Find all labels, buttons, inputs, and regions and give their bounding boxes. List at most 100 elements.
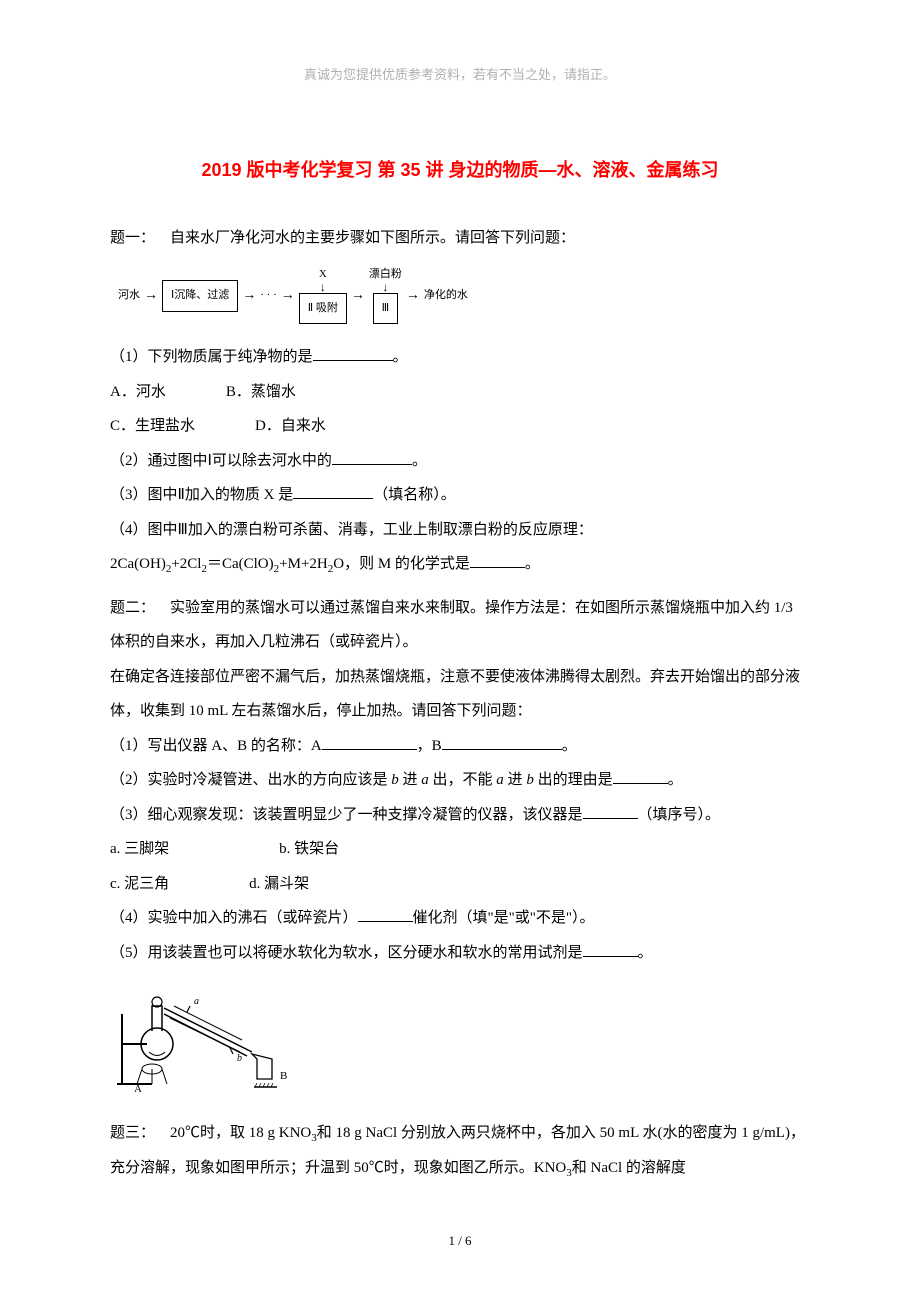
option-b: b. 铁架台 <box>279 832 339 867</box>
q1-p2-text: （2）通过图中Ⅰ可以除去河水中的 <box>110 453 332 469</box>
q2-p2d: 进 <box>504 772 527 788</box>
q2-p2c: 出，不能 <box>429 772 497 788</box>
q2-intro1: 实验室用的蒸馏水可以通过蒸馏自来水来制取。操作方法是：在如图所示蒸馏烧瓶中加入约… <box>110 600 793 651</box>
arrow-icon: → <box>242 280 256 312</box>
q1-label: 题一： <box>110 230 155 246</box>
label-A: A <box>134 1083 142 1094</box>
q2-p4b: 催化剂（填"是"或"不是"）。 <box>413 910 595 926</box>
q2-p1a: （1）写出仪器 A、B 的名称：A <box>110 738 322 754</box>
q2-p1: （1）写出仪器 A、B 的名称：A ，B 。 <box>110 729 810 764</box>
option-d: d. 漏斗架 <box>249 867 309 902</box>
q2-p3: （3）细心观察发现：该装置明显少了一种支撑冷凝管的仪器，该仪器是 （填序号）。 <box>110 798 810 833</box>
arrow-icon: → <box>281 280 295 312</box>
option-a: A．河水 <box>110 375 166 410</box>
q2-p1-end: 。 <box>562 738 577 754</box>
italic-b: b <box>391 772 399 788</box>
eq-part: O，则 M 的化学式是 <box>333 556 470 572</box>
q3-text1: 20℃时，取 18 g KNO <box>170 1125 311 1141</box>
arrow-icon: → <box>144 280 158 312</box>
q3-label: 题三： <box>110 1125 155 1141</box>
flow-end: 净化的水 <box>424 283 468 308</box>
page-number: 1 / 6 <box>110 1226 810 1256</box>
flow-dots: · · · <box>260 283 277 308</box>
q2-options-row2: c. 泥三角 d. 漏斗架 <box>110 867 810 902</box>
q2-p4a: （4）实验中加入的沸石（或碎瓷片） <box>110 910 358 926</box>
blank-field <box>293 484 373 499</box>
blank-field <box>332 450 412 465</box>
eq-part: ＝Ca(ClO) <box>207 556 274 572</box>
option-a: a. 三脚架 <box>110 832 169 867</box>
flow-x-label: X <box>319 268 327 281</box>
arrow-icon: → <box>351 280 365 312</box>
q1-p4: （4）图中Ⅲ加入的漂白粉可杀菌、消毒，工业上制取漂白粉的反应原理： <box>110 513 810 548</box>
q1-p1-end: 。 <box>393 349 408 365</box>
q1-p4-end: 。 <box>525 556 540 572</box>
label-b-small: b <box>237 1053 242 1064</box>
q2-p4: （4）实验中加入的沸石（或碎瓷片） 催化剂（填"是"或"不是"）。 <box>110 901 810 936</box>
flow-bleach-group: 漂白粉 ↓ Ⅲ <box>369 268 402 324</box>
label-B: B <box>280 1070 287 1082</box>
question-3: 题三： 20℃时，取 18 g KNO3和 18 g NaCl 分别放入两只烧杯… <box>110 1116 810 1187</box>
option-b: B．蒸馏水 <box>226 375 296 410</box>
q2-options-row1: a. 三脚架 b. 铁架台 <box>110 832 810 867</box>
q1-p1-text: （1）下列物质属于纯净物的是 <box>110 349 313 365</box>
q1-intro: 自来水厂净化河水的主要步骤如下图所示。请回答下列问题： <box>170 230 575 246</box>
q2-p5a: （5）用该装置也可以将硬水软化为软水，区分硬水和软水的常用试剂是 <box>110 945 583 961</box>
italic-a: a <box>496 772 504 788</box>
italic-a: a <box>421 772 429 788</box>
q1-p1: （1）下列物质属于纯净物的是 。 <box>110 340 810 375</box>
flow-bleach-label: 漂白粉 <box>369 268 402 281</box>
option-c: C．生理盐水 <box>110 409 195 444</box>
q1-options-row2: C．生理盐水 D．自来水 <box>110 409 810 444</box>
q3-text3: 和 NaCl 的溶解度 <box>572 1160 686 1176</box>
q2-p2a: （2）实验时冷凝管进、出水的方向应该是 <box>110 772 391 788</box>
down-arrow-icon: ↓ <box>320 281 326 293</box>
flow-start: 河水 <box>118 283 140 308</box>
distillation-apparatus-diagram: a b A B <box>112 984 810 1108</box>
eq-part: +M+2H <box>279 556 328 572</box>
q2-p2e: 出的理由是 <box>534 772 613 788</box>
q2-p2b: 进 <box>399 772 422 788</box>
blank-field <box>583 804 638 819</box>
blank-field <box>358 907 413 922</box>
q1-p2: （2）通过图中Ⅰ可以除去河水中的 。 <box>110 444 810 479</box>
q2-intro2: 在确定各连接部位严密不漏气后，加热蒸馏烧瓶，注意不要使液体沸腾得太剧烈。弃去开始… <box>110 660 810 729</box>
header-note: 真诚为您提供优质参考资料，若有不当之处，请指正。 <box>110 60 810 90</box>
flow-box-3: Ⅲ <box>373 293 399 324</box>
arrow-icon: → <box>406 280 420 312</box>
flow-box-1: Ⅰ沉降、过滤 <box>162 280 238 311</box>
option-d: D．自来水 <box>255 409 326 444</box>
q1-options-row1: A．河水 B．蒸馏水 <box>110 375 810 410</box>
italic-b: b <box>526 772 534 788</box>
blank-field <box>313 346 393 361</box>
q2-p1b: ，B <box>417 738 442 754</box>
q1-p2-end: 。 <box>412 453 427 469</box>
question-2: 题二： 实验室用的蒸馏水可以通过蒸馏自来水来制取。操作方法是：在如图所示蒸馏烧瓶… <box>110 591 810 660</box>
flow-diagram: 河水 → Ⅰ沉降、过滤 → · · · → X ↓ Ⅱ 吸附 → 漂白粉 ↓ Ⅲ… <box>118 268 810 324</box>
page-title: 2019 版中考化学复习 第 35 讲 身边的物质—水、溶液、金属练习 <box>110 150 810 191</box>
q2-p5-end: 。 <box>638 945 653 961</box>
question-1: 题一： 自来水厂净化河水的主要步骤如下图所示。请回答下列问题： <box>110 221 810 256</box>
q2-p2-end: 。 <box>668 772 683 788</box>
flow-box-2: Ⅱ 吸附 <box>299 293 347 324</box>
eq-part: +2Cl <box>171 556 201 572</box>
q1-p3a: （3）图中Ⅱ加入的物质 X 是 <box>110 487 293 503</box>
option-c: c. 泥三角 <box>110 867 169 902</box>
q1-p3: （3）图中Ⅱ加入的物质 X 是 （填名称）。 <box>110 478 810 513</box>
label-a-small: a <box>194 996 199 1007</box>
blank-field <box>470 553 525 568</box>
q1-p3b: （填名称）。 <box>373 487 456 503</box>
down-arrow-icon: ↓ <box>382 281 388 293</box>
q2-p3a: （3）细心观察发现：该装置明显少了一种支撑冷凝管的仪器，该仪器是 <box>110 807 583 823</box>
eq-part: 2Ca(OH) <box>110 556 166 572</box>
blank-field <box>322 735 417 750</box>
q2-label: 题二： <box>110 600 155 616</box>
q1-equation: 2Ca(OH)2+2Cl2＝Ca(ClO)2+M+2H2O，则 M 的化学式是。 <box>110 547 810 582</box>
q2-p2: （2）实验时冷凝管进、出水的方向应该是 b 进 a 出，不能 a 进 b 出的理… <box>110 763 810 798</box>
blank-field <box>583 942 638 957</box>
blank-field <box>442 735 562 750</box>
blank-field <box>613 769 668 784</box>
q2-p5: （5）用该装置也可以将硬水软化为软水，区分硬水和软水的常用试剂是 。 <box>110 936 810 971</box>
q2-p3b: （填序号）。 <box>638 807 721 823</box>
flow-x-group: X ↓ Ⅱ 吸附 <box>299 268 347 324</box>
